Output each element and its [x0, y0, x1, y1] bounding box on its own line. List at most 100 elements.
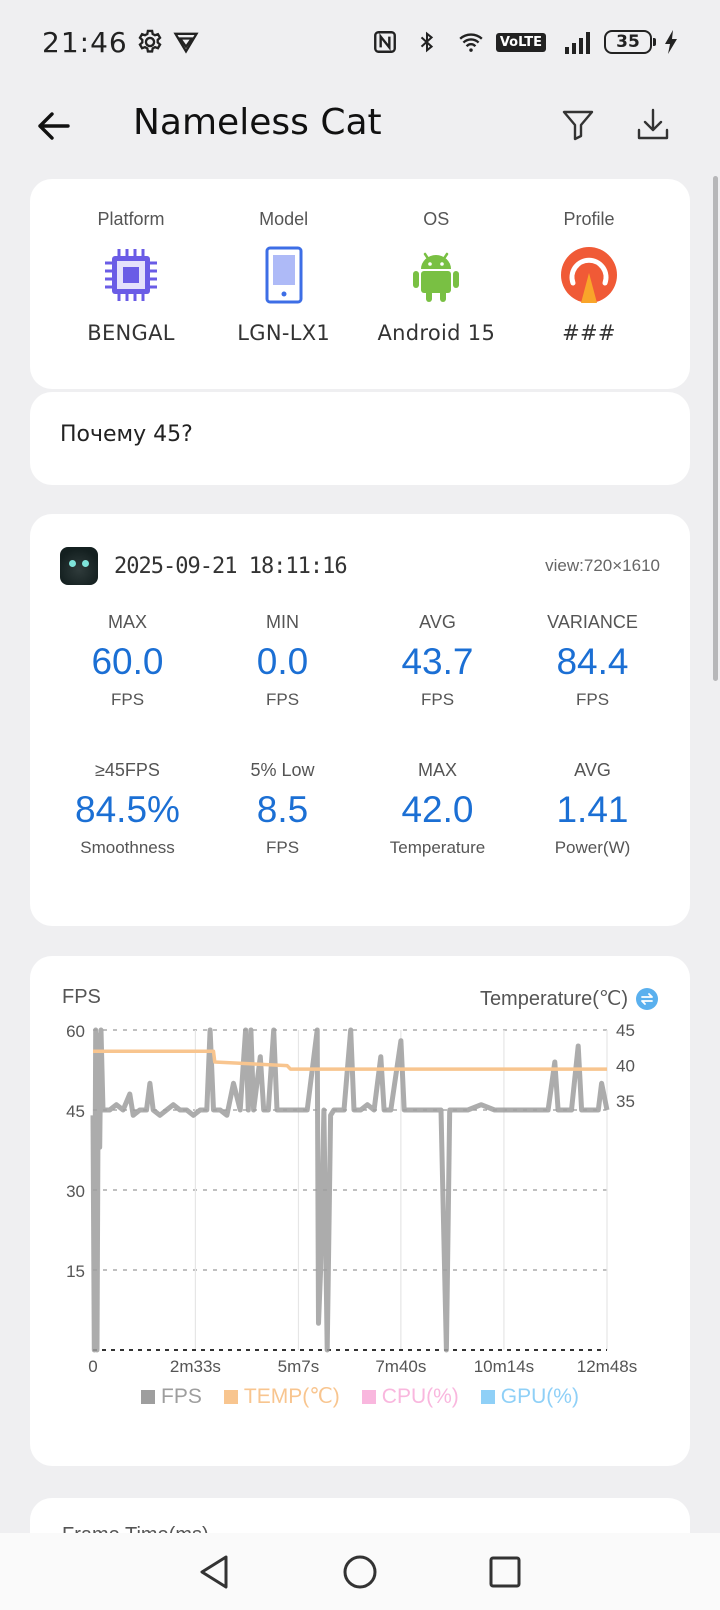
triangle-back-icon — [200, 1555, 228, 1588]
stat-value: 8.5 — [256, 789, 309, 830]
app-avatar — [60, 547, 98, 585]
stat-label: 5% Low — [250, 760, 315, 780]
y-left-tick-label: 45 — [66, 1102, 85, 1121]
stat-label: AVG — [574, 760, 611, 780]
cpu-chip-icon — [99, 243, 163, 307]
volte-badge: VoLTE — [495, 32, 546, 52]
legend-label: CPU(%) — [381, 1384, 459, 1408]
legend-item-temp[interactable]: TEMP(℃) — [223, 1384, 340, 1409]
note-text: Почему 45? — [60, 422, 193, 447]
scrollbar[interactable] — [713, 176, 718, 681]
wifi-icon — [456, 29, 486, 55]
swap-axis-icon[interactable] — [636, 987, 658, 1010]
filter-button[interactable] — [560, 104, 596, 144]
stat-max-fps: MAX 60.0 FPS — [50, 612, 205, 710]
app-bar: Nameless Cat — [0, 84, 720, 174]
settings-gear-icon — [136, 28, 164, 56]
device-os: OS Android 15 — [361, 209, 511, 345]
circle-home-icon — [343, 1555, 377, 1588]
legend-item-gpu[interactable]: GPU(%) — [480, 1384, 579, 1409]
phone-icon — [252, 243, 316, 307]
stat-value: 60.0 — [91, 641, 164, 682]
device-value: BENGAL — [87, 321, 175, 345]
back-button[interactable] — [34, 106, 74, 146]
android-icon — [404, 243, 468, 307]
device-label: Profile — [563, 209, 615, 229]
legend-item-cpu[interactable]: CPU(%) — [361, 1384, 459, 1409]
legend-label: FPS — [161, 1384, 202, 1408]
status-bar: 21:46 VoLTE 35 — [0, 0, 720, 84]
device-info-card: Platform BENGAL Model — [30, 179, 690, 389]
stat-value: 84.4 — [556, 641, 629, 682]
device-label: Model — [259, 209, 309, 229]
bluetooth-icon — [416, 29, 438, 55]
stat-avg-power: AVG 1.41 Power(W) — [515, 760, 670, 858]
stat-value: 42.0 — [401, 789, 474, 830]
stat-unit: FPS — [420, 690, 455, 709]
legend-item-fps[interactable]: FPS — [141, 1384, 202, 1409]
charging-bolt-icon — [664, 29, 678, 55]
battery-level: 35 — [604, 30, 656, 54]
stat-label: MIN — [266, 612, 299, 632]
device-profile: Profile ### — [514, 209, 664, 345]
stat-unit: Smoothness — [80, 838, 175, 857]
stat-value: 0.0 — [256, 641, 309, 682]
x-tick-label: 10m14s — [474, 1357, 534, 1376]
stat-variance: VARIANCE 84.4 FPS — [515, 612, 670, 710]
legend-label: GPU(%) — [500, 1384, 579, 1408]
y-right-tick-label: 35 — [616, 1092, 635, 1111]
legend-swatch — [480, 1389, 495, 1404]
device-value: LGN-LX1 — [237, 321, 331, 345]
y-right-tick-label: 45 — [616, 1021, 635, 1040]
note-card[interactable]: Почему 45? — [30, 392, 690, 485]
stat-label: AVG — [419, 612, 456, 632]
device-label: OS — [423, 209, 450, 229]
device-label: Platform — [97, 209, 165, 229]
y-left-tick-label: 60 — [66, 1022, 85, 1041]
stat-value: 43.7 — [401, 641, 474, 682]
stat-unit: Power(W) — [554, 838, 631, 857]
legend-swatch — [223, 1389, 238, 1404]
filter-funnel-icon — [562, 110, 594, 141]
stat-unit: FPS — [575, 690, 610, 709]
x-tick-label: 12m48s — [577, 1357, 637, 1376]
navigation-bar — [0, 1533, 720, 1610]
x-tick-label: 5m7s — [278, 1357, 320, 1376]
stat-value: 1.41 — [556, 789, 629, 830]
fps-chart-card: 15 30 45 60 0 2m33s 5m7s 7m40s 10m14s 12m48s 35 40 4… — [30, 956, 690, 1466]
stat-unit: FPS — [265, 690, 300, 709]
session-stats-card: 2025-09-21 18:11:16 view:720×1610 MAX 60… — [30, 514, 690, 926]
device-model: Model LGN-LX1 — [209, 209, 359, 345]
fps-chart[interactable]: 15 30 45 60 0 2m33s 5m7s 7m40s 10m14s 12m48s 35 40 4… — [30, 956, 690, 1386]
download-button[interactable] — [633, 104, 673, 144]
y-right-tick-label: 40 — [616, 1057, 635, 1076]
stat-unit: FPS — [110, 690, 145, 709]
arrow-left-icon — [38, 112, 70, 140]
nav-back-button[interactable] — [195, 1552, 235, 1592]
x-tick-label: 7m40s — [375, 1357, 426, 1376]
device-value: ### — [562, 321, 616, 345]
nav-recents-button[interactable] — [485, 1552, 525, 1592]
chart-right-axis-title: Temperature(℃) — [480, 986, 658, 1011]
device-platform: Platform BENGAL — [56, 209, 206, 345]
y-left-tick-label: 30 — [66, 1182, 85, 1201]
stat-min-fps: MIN 0.0 FPS — [205, 612, 360, 710]
stat-label: MAX — [107, 612, 147, 632]
stat-max-temperature: MAX 42.0 Temperature — [360, 760, 515, 858]
clock: 21:46 — [42, 25, 128, 59]
view-size: view:720×1610 — [545, 556, 660, 575]
chart-legend: FPS TEMP(℃) CPU(%) GPU(%) — [30, 1384, 690, 1409]
fps-series-line — [90, 1027, 610, 1353]
legend-label: TEMP(℃) — [243, 1385, 340, 1408]
legend-swatch — [141, 1389, 156, 1404]
stat-smoothness: ≥45FPS 84.5% Smoothness — [50, 760, 205, 858]
legend-swatch — [361, 1389, 376, 1404]
chart-right-axis-title-text: Temperature(℃) — [479, 988, 628, 1010]
download-icon — [637, 108, 669, 140]
nav-home-button[interactable] — [340, 1552, 380, 1592]
y-left-tick-label: 15 — [66, 1262, 85, 1281]
nfc-icon — [372, 29, 398, 55]
stat-unit: FPS — [265, 838, 300, 857]
page-title: Nameless Cat — [133, 102, 382, 143]
stat-unit: Temperature — [389, 838, 486, 857]
